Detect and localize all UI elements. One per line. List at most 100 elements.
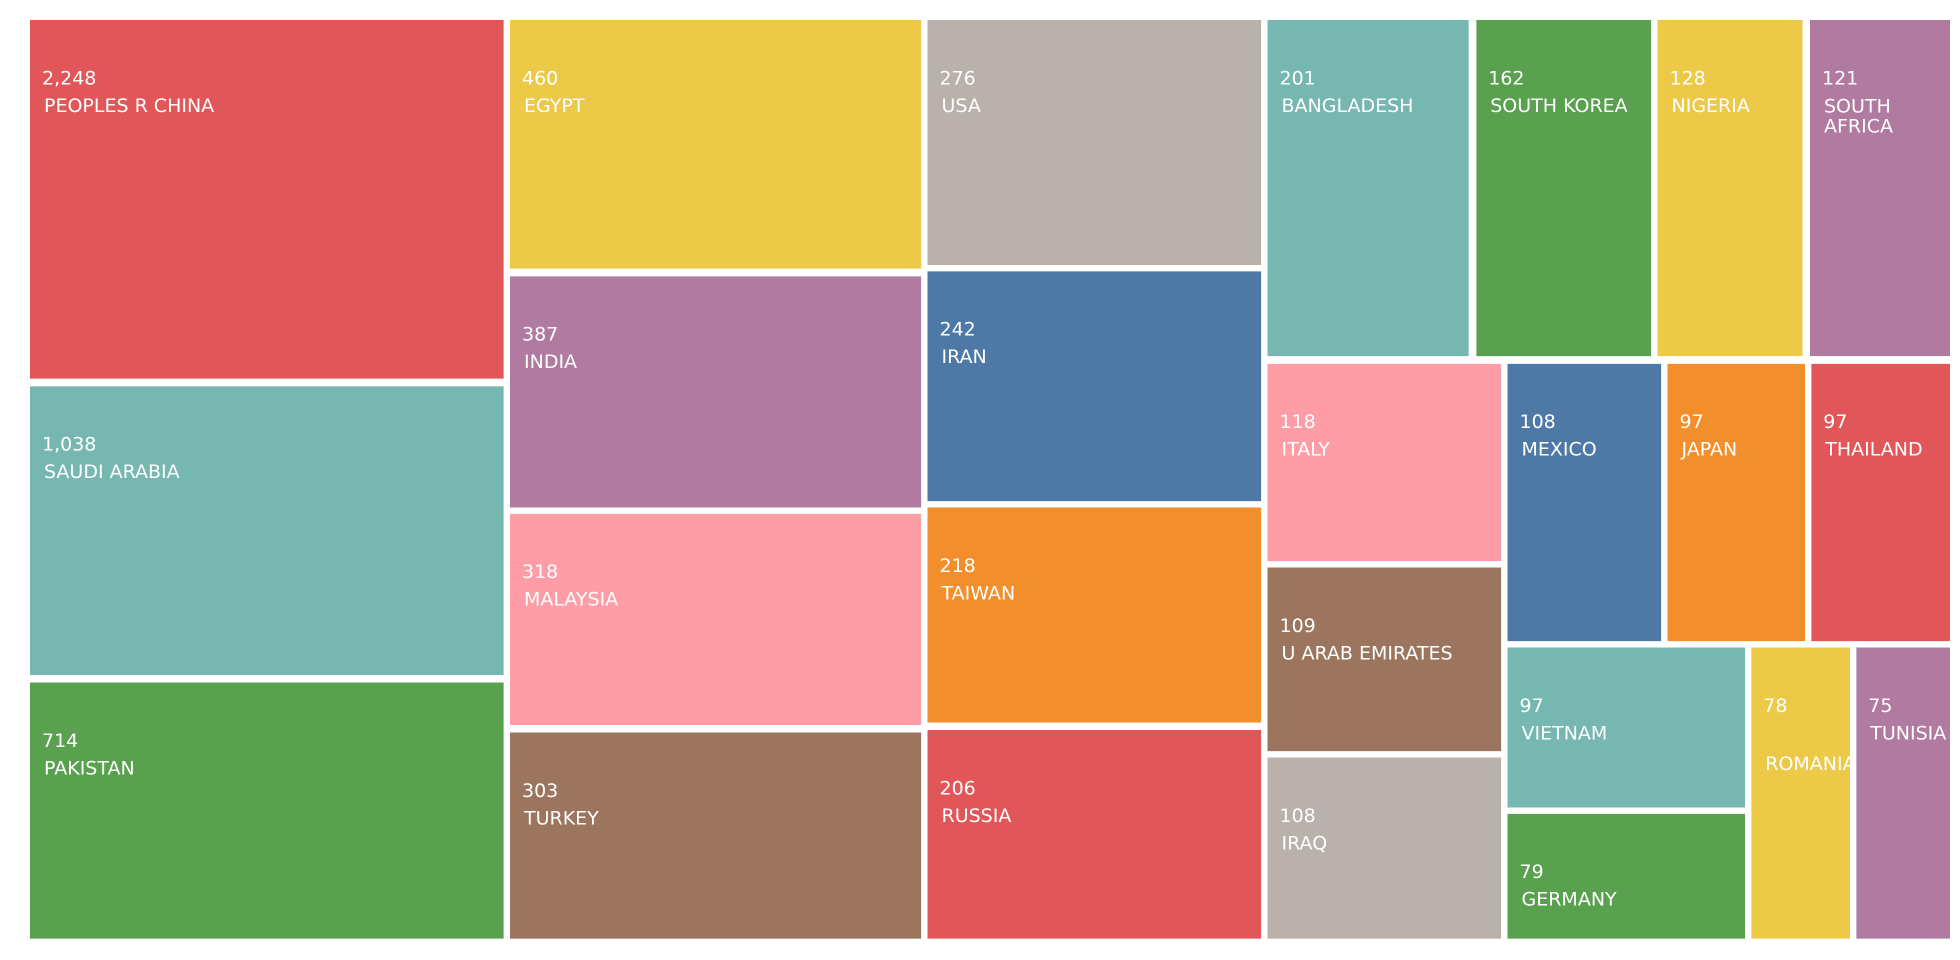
- tile: 206 RUSSIA: [927, 730, 1262, 939]
- tile-value: 118: [1280, 411, 1316, 433]
- tile-value: 128: [1670, 67, 1706, 89]
- tile: 108 MEXICO: [1507, 363, 1662, 642]
- tile-rect: [1657, 20, 1803, 357]
- tile-label: SOUTH AFRICA: [1824, 95, 1893, 137]
- tile-value: 206: [940, 777, 976, 799]
- tile-value: 108: [1280, 805, 1316, 827]
- tile: 118 ITALY: [1267, 363, 1502, 562]
- tile-label: SOUTH KOREA: [1490, 95, 1627, 117]
- tile-rect: [30, 682, 504, 939]
- tile-rect: [1267, 363, 1502, 562]
- tile: 97 VIETNAM: [1507, 647, 1745, 808]
- tile: 387 INDIA: [510, 276, 922, 508]
- tile-label: TURKEY: [523, 807, 599, 829]
- tile-label: EGYPT: [524, 95, 585, 117]
- tile: 201 BANGLADESH: [1267, 20, 1469, 357]
- tile-label: BANGLADESH: [1282, 95, 1414, 117]
- tile-value: 201: [1280, 67, 1316, 89]
- tile-value: 97: [1520, 695, 1544, 717]
- tile-rect: [510, 276, 922, 508]
- tile-value: 108: [1520, 411, 1556, 433]
- tile-rect: [1507, 647, 1745, 808]
- tile: 75 TUNISIA: [1856, 647, 1950, 939]
- tile: 108 IRAQ: [1267, 757, 1502, 939]
- tile-value: 276: [940, 67, 976, 89]
- tile-rect: [1267, 20, 1469, 357]
- tile-rect: [1667, 363, 1805, 642]
- tile-value: 97: [1823, 411, 1847, 433]
- tile-rect: [927, 271, 1262, 502]
- tile-rect: [927, 507, 1262, 723]
- tile-label: PAKISTAN: [44, 757, 135, 779]
- tile-label: GERMANY: [1522, 889, 1618, 911]
- tile-value: 109: [1280, 615, 1316, 637]
- tile-label: VIETNAM: [1522, 722, 1608, 744]
- tile-rect: [1856, 647, 1950, 939]
- tile-value: 121: [1822, 67, 1858, 89]
- tile-label: IRAQ: [1282, 832, 1328, 854]
- tile: 97 THAILAND: [1811, 363, 1950, 642]
- tile-label: SAUDI ARABIA: [44, 461, 180, 483]
- tile-value: 2,248: [42, 67, 96, 89]
- tile-rect: [510, 20, 922, 269]
- tile-rect: [1476, 20, 1652, 357]
- tile-label: INDIA: [524, 351, 577, 373]
- tile: 1,038 SAUDI ARABIA: [30, 386, 504, 675]
- tile-label: ITALY: [1282, 439, 1331, 461]
- tile-rect: [1507, 813, 1745, 939]
- tile-label: JAPAN: [1681, 439, 1738, 461]
- tile-label: IRAN: [942, 346, 987, 368]
- tile-rect: [30, 386, 504, 675]
- tile-label: PEOPLES R CHINA: [44, 95, 214, 117]
- tile: 218 TAIWAN: [927, 507, 1262, 723]
- tile-label: THAILAND: [1824, 439, 1922, 461]
- tile-rect: [30, 20, 504, 379]
- label-line: ROMANIA: [1765, 752, 1855, 774]
- tile-rect: [1811, 363, 1950, 642]
- tile-rect: [1751, 647, 1850, 939]
- label-line: AFRICA: [1824, 115, 1893, 137]
- tile: 303 TURKEY: [510, 732, 922, 939]
- tile-value: 218: [940, 555, 976, 577]
- tile: 318 MALAYSIA: [510, 513, 922, 725]
- tile-rect: [927, 20, 1262, 265]
- tile-value: 79: [1520, 861, 1544, 883]
- tile-label: NIGERIA: [1672, 95, 1750, 117]
- tile: 78 ROMANIA: [1751, 647, 1855, 939]
- tile-value: 303: [522, 780, 558, 802]
- tile: 79 GERMANY: [1507, 813, 1745, 939]
- tile-value: 242: [940, 319, 976, 341]
- tile-value: 387: [522, 324, 558, 346]
- tile-label: TAIWAN: [941, 582, 1016, 604]
- tile: 242 IRAN: [927, 271, 1262, 502]
- tile-value: 75: [1868, 695, 1892, 717]
- tile: 109 U ARAB EMIRATES: [1267, 567, 1502, 752]
- tile-label: TUNISIA: [1869, 722, 1946, 744]
- tile-value: 1,038: [42, 434, 96, 456]
- tile-label: U ARAB EMIRATES: [1282, 642, 1453, 664]
- tile: 97 JAPAN: [1667, 363, 1805, 642]
- tile-value: 460: [522, 67, 558, 89]
- tile: 460 EGYPT: [510, 20, 922, 269]
- tile-rect: [1507, 363, 1662, 642]
- tile-value: 318: [522, 561, 558, 583]
- tile-value: 78: [1763, 695, 1787, 717]
- tile-rect: [1267, 757, 1502, 939]
- tile-label: MEXICO: [1522, 439, 1597, 461]
- tile-rect: [927, 730, 1262, 939]
- tile-label: RUSSIA: [942, 805, 1012, 827]
- tile-label: MALAYSIA: [524, 589, 618, 611]
- tile: 162 SOUTH KOREA: [1476, 20, 1652, 357]
- tile-rect: [510, 513, 922, 725]
- tile: 2,248 PEOPLES R CHINA: [30, 20, 504, 379]
- tile: 128 NIGERIA: [1657, 20, 1803, 357]
- tile: 121 SOUTH AFRICA: [1810, 20, 1950, 357]
- tile-value: 714: [42, 730, 78, 752]
- tile: 276 USA: [927, 20, 1262, 265]
- tile-value: 97: [1680, 411, 1704, 433]
- label-line: SOUTH: [1824, 95, 1891, 117]
- tile-value: 162: [1488, 67, 1524, 89]
- tile: 714 PAKISTAN: [30, 682, 504, 939]
- tile-label: ROMANIA: [1765, 752, 1855, 774]
